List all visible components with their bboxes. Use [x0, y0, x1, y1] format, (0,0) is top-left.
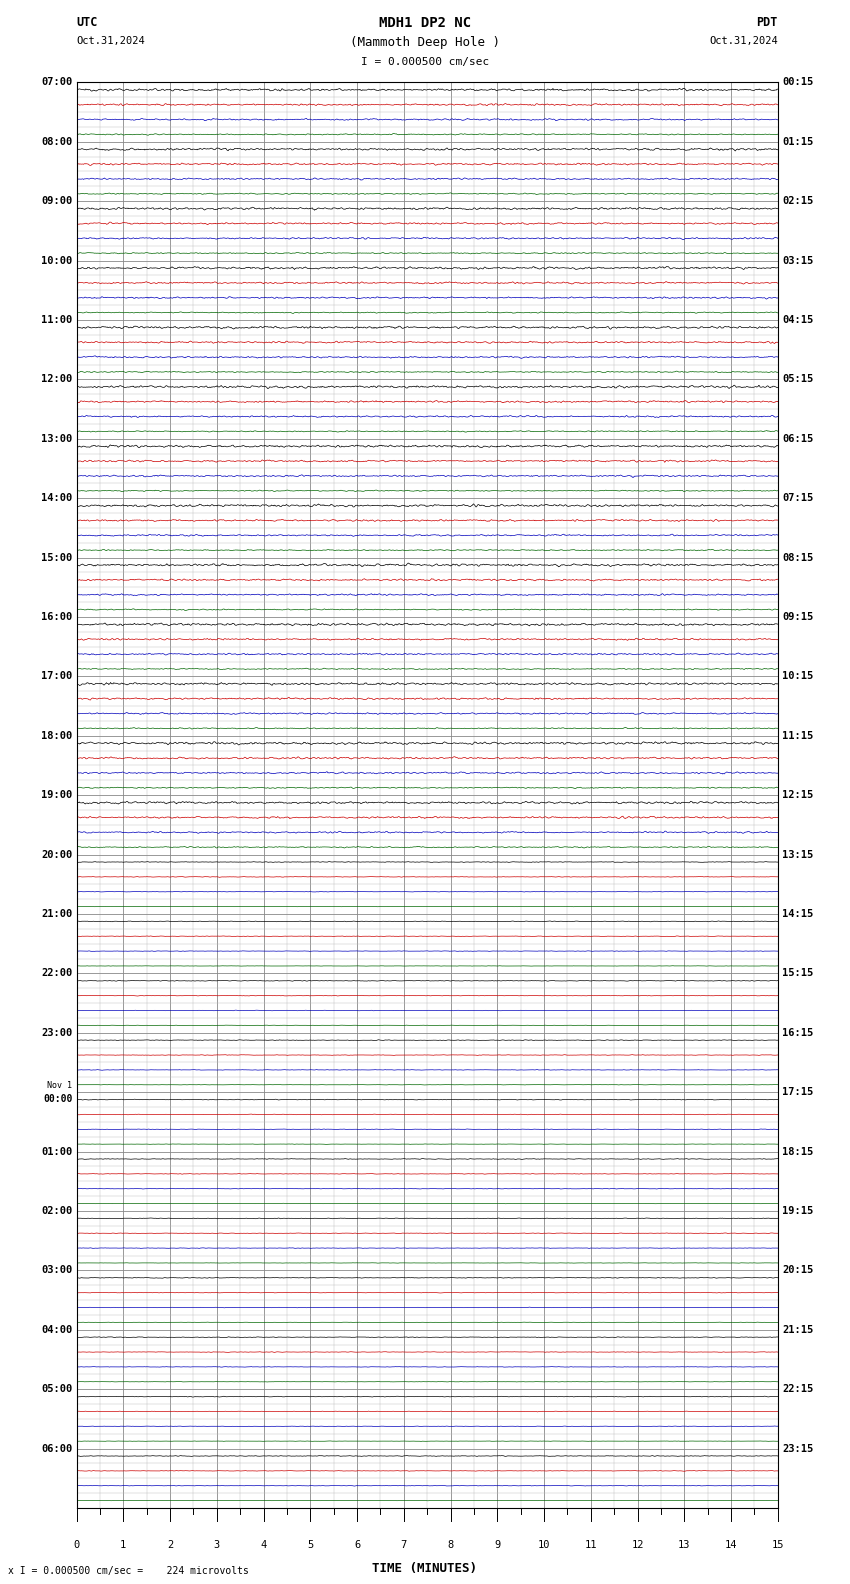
Text: (Mammoth Deep Hole ): (Mammoth Deep Hole ) [350, 36, 500, 49]
Text: Oct.31,2024: Oct.31,2024 [709, 36, 778, 46]
Text: 22:15: 22:15 [782, 1384, 813, 1394]
Text: 00:15: 00:15 [782, 78, 813, 87]
Text: 13: 13 [678, 1540, 690, 1549]
Text: 0: 0 [73, 1540, 80, 1549]
Text: 06:00: 06:00 [41, 1443, 72, 1454]
Text: 17:00: 17:00 [41, 672, 72, 681]
Text: 21:15: 21:15 [782, 1324, 813, 1335]
Text: 09:15: 09:15 [782, 611, 813, 623]
Text: 02:00: 02:00 [41, 1205, 72, 1217]
Text: 15: 15 [772, 1540, 784, 1549]
Text: 23:15: 23:15 [782, 1443, 813, 1454]
Text: UTC: UTC [76, 16, 98, 29]
Text: 19:15: 19:15 [782, 1205, 813, 1217]
Text: 12:00: 12:00 [41, 374, 72, 385]
Text: 15:00: 15:00 [41, 553, 72, 562]
Text: 12:15: 12:15 [782, 790, 813, 800]
Text: 12: 12 [632, 1540, 643, 1549]
Text: 21:00: 21:00 [41, 909, 72, 919]
Text: 05:15: 05:15 [782, 374, 813, 385]
Text: 4: 4 [260, 1540, 267, 1549]
Text: 16:00: 16:00 [41, 611, 72, 623]
Text: 11:15: 11:15 [782, 730, 813, 741]
Text: 3: 3 [213, 1540, 220, 1549]
Text: 17:15: 17:15 [782, 1087, 813, 1098]
Text: MDH1 DP2 NC: MDH1 DP2 NC [379, 16, 471, 30]
Text: 05:00: 05:00 [41, 1384, 72, 1394]
Text: 01:15: 01:15 [782, 136, 813, 147]
Text: I = 0.000500 cm/sec: I = 0.000500 cm/sec [361, 57, 489, 67]
Text: 20:00: 20:00 [41, 849, 72, 860]
Text: 07:15: 07:15 [782, 493, 813, 504]
Text: 09:00: 09:00 [41, 196, 72, 206]
Text: 02:15: 02:15 [782, 196, 813, 206]
Text: 5: 5 [307, 1540, 314, 1549]
Text: Oct.31,2024: Oct.31,2024 [76, 36, 145, 46]
Text: 00:00: 00:00 [42, 1093, 72, 1104]
Text: 04:15: 04:15 [782, 315, 813, 325]
Text: 06:15: 06:15 [782, 434, 813, 444]
Text: 18:00: 18:00 [41, 730, 72, 741]
Text: 2: 2 [167, 1540, 173, 1549]
Text: 9: 9 [494, 1540, 501, 1549]
Text: 08:15: 08:15 [782, 553, 813, 562]
Text: PDT: PDT [756, 16, 778, 29]
Text: 19:00: 19:00 [41, 790, 72, 800]
Text: 8: 8 [447, 1540, 454, 1549]
Text: 10:00: 10:00 [41, 255, 72, 266]
Text: 16:15: 16:15 [782, 1028, 813, 1038]
Text: TIME (MINUTES): TIME (MINUTES) [372, 1562, 478, 1574]
Text: 01:00: 01:00 [41, 1147, 72, 1156]
Text: 04:00: 04:00 [41, 1324, 72, 1335]
Text: 22:00: 22:00 [41, 968, 72, 979]
Text: Nov 1: Nov 1 [48, 1082, 72, 1090]
Text: 23:00: 23:00 [41, 1028, 72, 1038]
Text: 14:00: 14:00 [41, 493, 72, 504]
Text: 14:15: 14:15 [782, 909, 813, 919]
Text: 03:15: 03:15 [782, 255, 813, 266]
Text: 20:15: 20:15 [782, 1266, 813, 1275]
Text: 11:00: 11:00 [41, 315, 72, 325]
Text: 14: 14 [725, 1540, 737, 1549]
Text: 18:15: 18:15 [782, 1147, 813, 1156]
Text: 08:00: 08:00 [41, 136, 72, 147]
Text: x I = 0.000500 cm/sec =    224 microvolts: x I = 0.000500 cm/sec = 224 microvolts [8, 1567, 249, 1576]
Text: 13:00: 13:00 [41, 434, 72, 444]
Text: 07:00: 07:00 [41, 78, 72, 87]
Text: 6: 6 [354, 1540, 360, 1549]
Text: 13:15: 13:15 [782, 849, 813, 860]
Text: 10:15: 10:15 [782, 672, 813, 681]
Text: 15:15: 15:15 [782, 968, 813, 979]
Text: 7: 7 [400, 1540, 407, 1549]
Text: 10: 10 [538, 1540, 550, 1549]
Text: 1: 1 [120, 1540, 127, 1549]
Text: 03:00: 03:00 [41, 1266, 72, 1275]
Text: 11: 11 [585, 1540, 597, 1549]
